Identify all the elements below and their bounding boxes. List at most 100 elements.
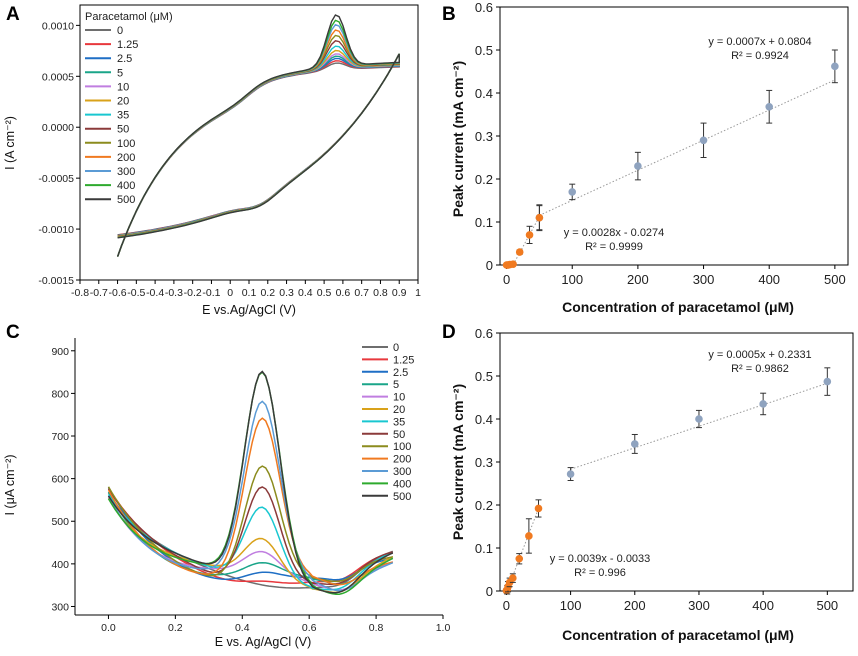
panel-c-x-tick-label: 1.0 <box>436 622 451 634</box>
panel-d-y-tick-label: 0.2 <box>475 498 493 513</box>
panel-b-high-range-point <box>634 162 642 170</box>
panel-b-y-tick-label: 0.1 <box>475 215 493 230</box>
panel-a-legend-title: Paracetamol (μM) <box>85 11 173 23</box>
panel-c-legend-label: 400 <box>393 478 411 490</box>
panel-d-x-axis-title: Concentration of paracetamol (μM) <box>562 627 794 643</box>
panel-a-x-tick-label: 0.5 <box>317 287 332 299</box>
panel-a-legend: Paracetamol (μM) 0 1.25 2.5 5 10 20 35 50 100 200… <box>85 11 173 206</box>
panel-a-x-tick-label: 0.6 <box>336 287 351 299</box>
panel-c-y-tick-label: 500 <box>51 516 69 528</box>
panel-b-y-axis-title: Peak current (mA cm⁻²) <box>450 61 466 217</box>
panel-b-y-tick-label: 0 <box>486 258 493 273</box>
panel-c-x-tick-label: 0.8 <box>369 622 384 634</box>
panel-c-x-tick-label: 0.6 <box>302 622 317 634</box>
panel-b-high-range-point <box>568 188 577 196</box>
panel-d-high-range-point <box>630 440 639 448</box>
panel-d-low-range-point <box>509 574 517 582</box>
panel-b-y-tick-label: 0.4 <box>475 86 493 101</box>
panel-a-x-tick-label: 0.4 <box>298 287 313 299</box>
panel-b-low-range-point <box>525 231 534 239</box>
panel-c-curve-50 <box>107 486 394 585</box>
panel-a-legend-label: 300 <box>117 166 135 178</box>
panel-d-low-range-point <box>534 504 543 513</box>
panel-c-curve-500 <box>107 370 394 594</box>
panel-d-high-range-point <box>695 415 703 423</box>
panel-c-y-tick-label: 400 <box>51 559 69 571</box>
panel-c-curve-100 <box>107 465 393 583</box>
panel-d-x-tick-label: 300 <box>688 598 710 613</box>
panel-a-x-tick-label: -0.8 <box>71 287 89 299</box>
panel-c-curve-300 <box>107 400 394 592</box>
panel-a-x-tick-label: 0.1 <box>242 287 257 299</box>
panel-a-curve-500 <box>116 14 400 257</box>
panel-c-y-axis-title: I (μA cm⁻²) <box>3 454 17 515</box>
panel-a-legend-label: 20 <box>117 96 129 108</box>
panel-a-y-tick-label: 0.0010 <box>42 20 74 32</box>
panel-a-x-tick-label: 0.9 <box>392 287 407 299</box>
panel-a-legend-label: 200 <box>117 152 135 164</box>
panel-a-y-tick-label: 0.0000 <box>42 122 74 134</box>
panel-b-x-tick-label: 300 <box>693 272 715 287</box>
panel-d-x-tick-label: 200 <box>624 598 646 613</box>
panel-a-x-tick-label: -0.4 <box>146 287 164 299</box>
panel-b-points <box>502 49 839 269</box>
panel-d-low-range-point <box>515 554 524 563</box>
panel-b-low-range-point <box>509 260 517 268</box>
panel-a-curve-50 <box>116 40 400 257</box>
panel-c-legend-label: 500 <box>393 491 411 503</box>
panel-a-curve-1.25 <box>116 53 400 257</box>
panel-a-x-tick-label: -0.7 <box>90 287 108 299</box>
panel-b-fit-equation-high: y = 0.0007x + 0.0804 <box>708 36 811 48</box>
panel-b-x-tick-label: 200 <box>627 272 649 287</box>
panel-a-x-tick-label: 0.3 <box>279 287 294 299</box>
panel-c-curve-1.25 <box>107 487 393 584</box>
panel-b-y-tick-label: 0.3 <box>475 129 493 144</box>
panel-a-curve-0 <box>116 53 400 257</box>
panel-c-legend-label: 200 <box>393 454 411 466</box>
panel-b-fit-line-1 <box>512 216 540 265</box>
panel-c-x-tick-label: 0.4 <box>235 622 250 634</box>
panel-a-legend-label: 5 <box>117 67 123 79</box>
panel-d-ticks: 0 100 200 300 400 500 0 0.1 0.2 0.3 0.4 0.5 0.6 <box>475 326 838 613</box>
panel-a-legend-label: 50 <box>117 124 129 136</box>
panel-d-y-tick-label: 0.5 <box>475 369 493 384</box>
panel-c-legend-label: 100 <box>393 441 411 453</box>
panel-letter-d: D <box>442 322 456 343</box>
panel-c-legend-label: 10 <box>393 392 405 404</box>
panel-d-x-tick-label: 0 <box>503 598 510 613</box>
panel-c-curve-400 <box>107 371 394 596</box>
panel-a-curve-35 <box>116 45 400 257</box>
panel-a-x-tick-label: -0.6 <box>109 287 127 299</box>
panel-b-fit-r2-low: R² = 0.9999 <box>585 241 643 253</box>
panel-a-x-tick-label: -0.1 <box>202 287 220 299</box>
panel-c-legend-label: 0 <box>393 342 399 354</box>
panel-b-calibration-plot: 0 100 200 300 400 500 0 0.1 0.2 0.3 0.4 0.5 0.6 y = … <box>450 0 849 315</box>
panel-a-x-tick-label: -0.3 <box>165 287 183 299</box>
panel-b-low-range-point <box>535 213 544 222</box>
panel-a-x-tick-label: 0.2 <box>260 287 275 299</box>
panel-d-high-range-point <box>566 470 575 478</box>
panel-c-x-axis-title: E vs. Ag/AgCl (V) <box>215 635 312 649</box>
panel-b-y-tick-label: 0.2 <box>475 172 493 187</box>
panel-c-x-tick-label: 0.0 <box>101 622 116 634</box>
panel-b-high-range-point <box>831 62 839 71</box>
panel-d-y-tick-label: 0.6 <box>475 326 493 341</box>
panel-b-low-range-point <box>515 248 524 256</box>
panel-letter-c: C <box>6 322 20 343</box>
panel-c-y-tick-label: 300 <box>51 601 69 613</box>
panel-c-curve-200 <box>107 417 393 586</box>
panel-d-high-range-point <box>759 400 767 408</box>
panel-d-points <box>502 367 832 595</box>
panel-c-dpv-curves: 0.0 0.2 0.4 0.6 0.8 1.0300400500600700800900 … <box>3 338 450 649</box>
panel-b-ticks: 0 100 200 300 400 500 0 0.1 0.2 0.3 0.4 0.5 0.6 <box>475 0 846 287</box>
panel-b-fit-equation-low: y = 0.0028x - 0.0274 <box>564 227 665 239</box>
panel-d-calibration-plot: 0 100 200 300 400 500 0 0.1 0.2 0.3 0.4 0.5 0.6 y = … <box>450 326 854 643</box>
panel-b-y-tick-label: 0.5 <box>475 43 493 58</box>
panel-a-legend-label: 1.25 <box>117 39 138 51</box>
panel-d-x-tick-label: 500 <box>816 598 838 613</box>
panel-c-legend-label: 50 <box>393 429 405 441</box>
panel-c-curves <box>107 370 394 596</box>
